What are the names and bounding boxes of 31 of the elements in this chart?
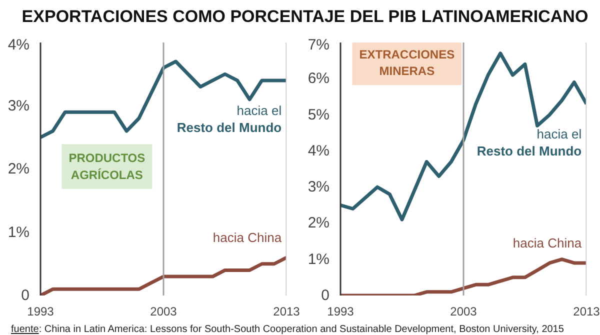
- y-tick-label: 0: [21, 287, 30, 304]
- line-series: [40, 60, 286, 140]
- series-label: hacia China: [512, 235, 582, 250]
- annotation: EXTRACCIONES MINERAS: [359, 47, 455, 78]
- y-tick-label: 3%: [8, 97, 30, 114]
- y-tick-label: 2%: [8, 160, 30, 178]
- y-tick-label: 4%: [308, 142, 330, 160]
- chart-title: EXPORTACIONES COMO PORCENTAJE DEL PIB LATINOAMERICANO: [22, 6, 588, 28]
- x-tick-label: 1993: [27, 304, 54, 318]
- y-tick-label: 0: [321, 287, 330, 304]
- y-tick-label: 7%: [308, 36, 330, 54]
- line-series: [340, 52, 586, 222]
- source-note: fuente: China in Latin America: Lessons for South-South Cooperation and Sustainable Development, Boston University, 2015: [11, 323, 564, 335]
- y-tick-label: 1%: [8, 224, 30, 241]
- series-label: hacia el Resto del Mundo: [176, 103, 282, 136]
- y-tick-label: 4%: [8, 36, 30, 54]
- y-tick-label: 1%: [308, 250, 330, 268]
- x-tick-label: 2013: [573, 304, 600, 318]
- y-tick-label: 6%: [308, 70, 330, 88]
- y-tick-label: 2%: [308, 214, 330, 232]
- annotation: PRODUCTOS AGRÍCOLAS: [68, 151, 146, 182]
- x-tick-label: 2003: [150, 304, 178, 318]
- x-tick-label: 2003: [450, 304, 478, 318]
- x-tick-label: 2013: [273, 304, 300, 318]
- series-label: hacia China: [212, 230, 282, 245]
- line-series: [340, 258, 586, 296]
- series-label: hacia el Resto del Mundo: [476, 126, 582, 159]
- line-series: [40, 256, 286, 296]
- x-tick-label: 1993: [327, 304, 354, 318]
- y-tick-label: 5%: [308, 106, 330, 124]
- y-tick-label: 3%: [308, 178, 330, 196]
